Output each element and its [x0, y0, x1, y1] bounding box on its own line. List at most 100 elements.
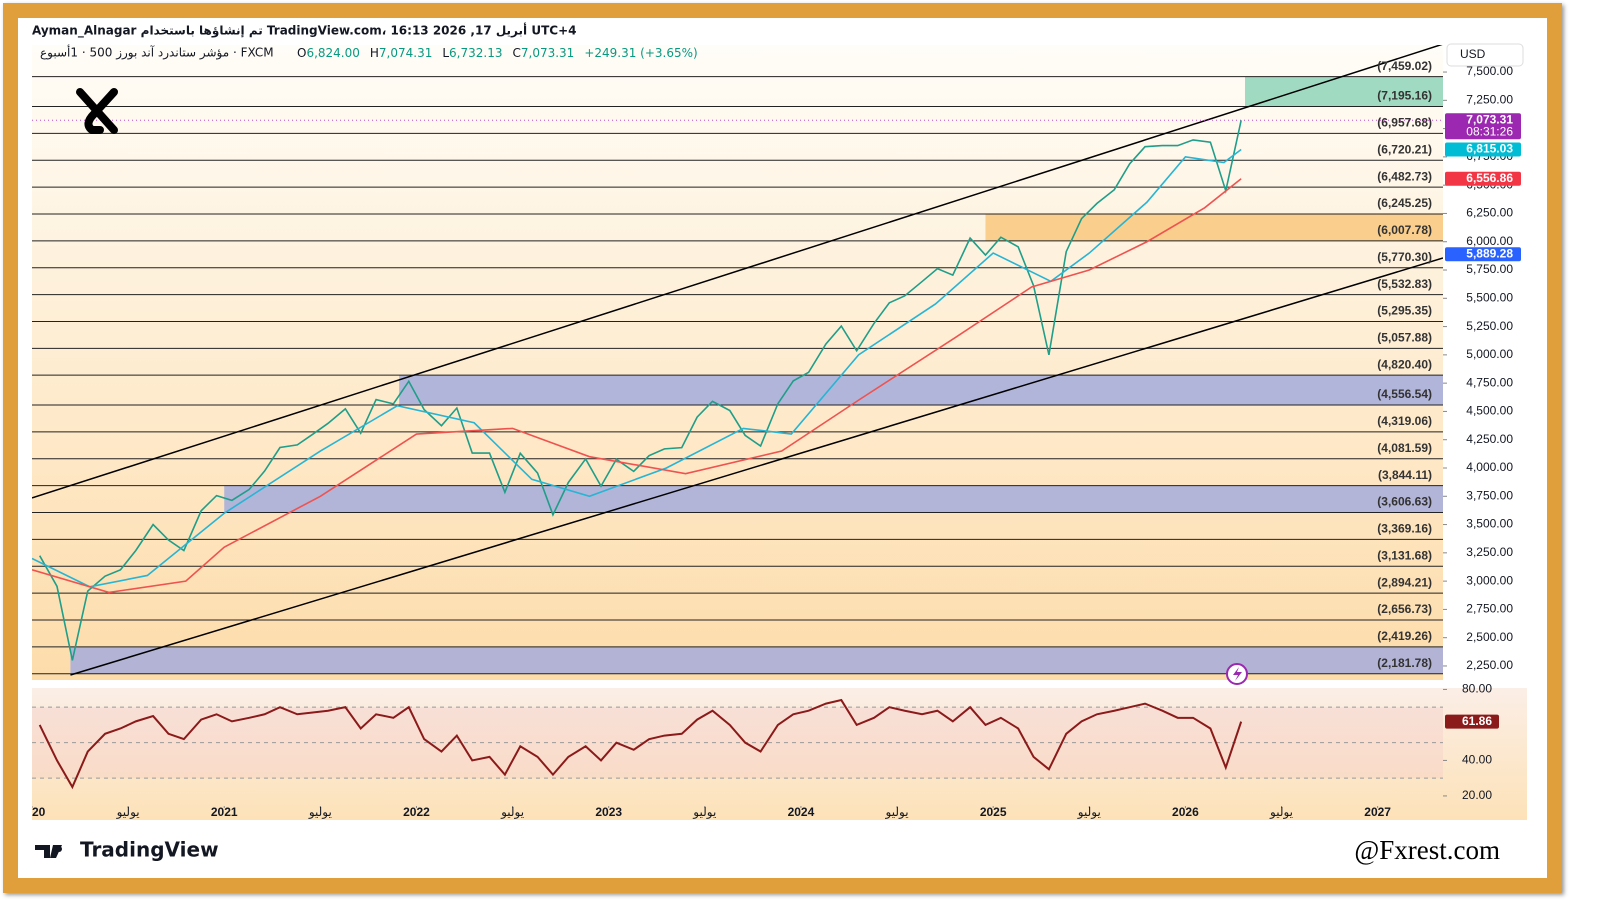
x-tick-label: 2026 [1172, 805, 1199, 819]
ohlc-key: C [512, 46, 520, 60]
x-tick-label: 2021 [211, 805, 238, 819]
level-label: (2,656.73) [1377, 602, 1432, 616]
y-tick-label: 2,500.00 [1466, 630, 1513, 644]
rsi-tick-label: 80.00 [1462, 682, 1492, 696]
level-label: (4,556.54) [1377, 387, 1432, 401]
series-line [32, 178, 1242, 594]
level-label: (6,482.73) [1377, 169, 1432, 183]
ohlc-key: L [442, 46, 449, 60]
level-label: (5,057.88) [1377, 330, 1432, 344]
ohlc-key: O [297, 46, 306, 60]
level-label: (2,419.26) [1377, 629, 1432, 643]
rsi-badge [1445, 714, 1499, 729]
level-label: (5,295.35) [1377, 304, 1432, 318]
logo [76, 88, 118, 134]
level-label: (6,007.78) [1377, 223, 1432, 237]
level-label: (2,894.21) [1377, 575, 1432, 589]
price-badge-label: 6,556.86 [1466, 171, 1513, 185]
y-tick-label: 5,250.00 [1466, 319, 1513, 333]
ohlc-key: H [370, 46, 379, 60]
y-tick-label: 3,000.00 [1466, 573, 1513, 587]
x-tick-label: يوليو [885, 805, 909, 819]
watermark: @Fxrest.com [1354, 835, 1500, 865]
x-tick-label: يوليو [1077, 805, 1101, 819]
y-tick-label: 2,750.00 [1466, 602, 1513, 616]
y-tick-label: 6,250.00 [1466, 206, 1513, 220]
level-label: (6,957.68) [1377, 116, 1432, 130]
level-label: (2,181.78) [1377, 656, 1432, 670]
level-label: (6,245.25) [1377, 196, 1432, 210]
price-badge [1445, 171, 1521, 186]
x-tick-label: يوليو [692, 805, 716, 819]
x-tick-label: يوليو [500, 805, 524, 819]
y-tick-label: 6,000.00 [1466, 234, 1513, 248]
currency: USD [1460, 47, 1486, 61]
zone [399, 375, 1443, 406]
y-tick-label: 4,750.00 [1466, 375, 1513, 389]
trendline [32, 45, 1443, 499]
rsi-tick-label: 20.00 [1462, 788, 1492, 802]
x-tick-label: 2020 [19, 805, 46, 819]
y-tick-label: 7,250.00 [1466, 92, 1513, 106]
price-badge-label: 6,815.03 [1466, 142, 1513, 156]
level-label: (3,606.63) [1377, 495, 1432, 509]
level-label: (3,369.16) [1377, 522, 1432, 536]
y-tick-label: 3,250.00 [1466, 545, 1513, 559]
zone [224, 485, 1443, 513]
rsi-badge-label: 61.86 [1462, 714, 1492, 728]
x-tick-label: 2025 [980, 805, 1007, 819]
level-label: (3,131.68) [1377, 548, 1432, 562]
symbol: مؤشر ستاندرد آند بورز 500 · 1أسبوع · FXC… [40, 45, 274, 61]
price-badge [1445, 113, 1521, 140]
zone [70, 646, 1443, 674]
x-tick-label: يوليو [1269, 805, 1293, 819]
trendline [70, 257, 1443, 676]
ohlc-value: 6,824.00 [306, 46, 359, 60]
event-bolt [1233, 667, 1242, 681]
y-tick-label: 4,250.00 [1466, 432, 1513, 446]
y-tick-label: 7,500.00 [1466, 64, 1513, 78]
x-tick-label: يوليو [308, 805, 332, 819]
y-tick-label: 4,000.00 [1466, 460, 1513, 474]
level-label: (7,195.16) [1377, 89, 1432, 103]
rsi-panel [32, 688, 1527, 820]
level-label: (7,459.02) [1377, 59, 1432, 73]
price-badge-label: 7,073.31 [1466, 112, 1513, 126]
ohlc-value: 7,073.31 [521, 46, 574, 60]
level-label: (4,081.59) [1377, 441, 1432, 455]
x-tick-label: 2022 [403, 805, 430, 819]
y-tick-label: 5,000.00 [1466, 347, 1513, 361]
price-badge [1445, 247, 1521, 262]
x-axis: 2020 يوليو 2021 يوليو 2022 يوليو 2023 يوليو 2024… [19, 805, 1391, 819]
ohlc-value: 7,074.31 [379, 46, 432, 60]
rsi-tick-label: 40.00 [1462, 753, 1492, 767]
price-badge-label: 5,889.28 [1466, 246, 1513, 260]
plot [32, 45, 1443, 676]
currency-box [1446, 43, 1524, 67]
x-tick-label: 2024 [788, 805, 815, 819]
level-label: (4,820.40) [1377, 357, 1432, 371]
series-line [32, 148, 1242, 588]
brand: TradingView [80, 838, 219, 862]
y-tick-label: 2,250.00 [1466, 658, 1513, 672]
brand-logo [35, 845, 62, 858]
y-tick-label: 3,500.00 [1466, 517, 1513, 531]
rsi-line [38, 698, 1243, 790]
ohlc-change: +249.31 (+3.65%) [584, 46, 697, 60]
y-tick-label: 5,500.00 [1466, 290, 1513, 304]
x-tick-label: 2027 [1364, 805, 1391, 819]
price-badge [1445, 142, 1521, 157]
x-tick-label: 2023 [595, 805, 622, 819]
level-label: (5,770.30) [1377, 250, 1432, 264]
level-label: (6,720.21) [1377, 142, 1432, 156]
overlay: (2,181.78) (2,419.26) (2,656.73) (2,894.21)… [19, 59, 1521, 819]
level-label: (3,844.11) [1378, 468, 1432, 482]
zone [1244, 76, 1443, 107]
price-panel [32, 45, 1443, 680]
ohlc-value: 6,732.13 [449, 46, 502, 60]
level-label: (4,319.06) [1377, 414, 1432, 428]
y-tick-label: 4,500.00 [1466, 404, 1513, 418]
level-label: (5,532.83) [1377, 277, 1432, 291]
y-tick-label: 3,750.00 [1466, 488, 1513, 502]
